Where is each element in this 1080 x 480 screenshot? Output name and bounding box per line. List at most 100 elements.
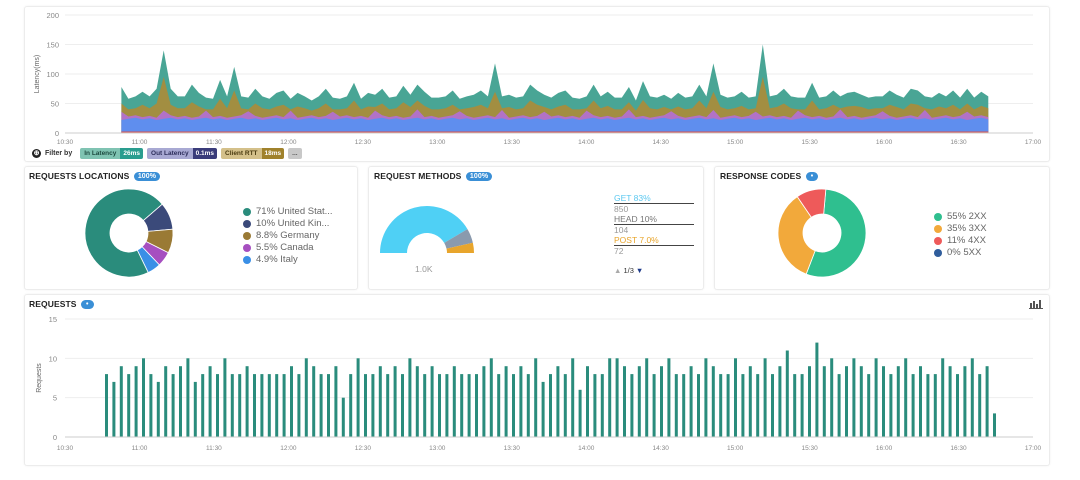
legend-label: 35% 3XX [947,223,987,234]
y-tick-label: 100 [46,70,59,79]
bar [319,374,323,437]
legend-label: 10% United Kin... [256,218,330,229]
filter-chip-in-latency[interactable]: In Latency 26ms [80,147,144,159]
bar [652,374,656,437]
chip-name: In Latency [80,147,121,159]
method-post-label[interactable]: POST 7.0% [614,235,694,246]
bar [275,374,279,437]
x-tick-label: 16:00 [876,139,893,146]
chip-name: Client RTT [221,147,262,159]
legend-item[interactable]: 5.5% Canada [243,242,333,254]
filter-chip-client-rtt[interactable]: Client RTT 18ms [221,147,285,159]
codes-donut-chart [777,188,867,278]
bar [378,366,382,437]
bar [933,374,937,437]
bar [948,366,952,437]
y-tick-label: 0 [53,433,57,442]
codes-badge[interactable]: • [805,172,819,181]
locations-badge[interactable]: 100% [133,172,161,181]
bar [571,358,575,437]
bar [497,374,501,437]
codes-title: RESPONSE CODES [720,171,802,181]
legend-item[interactable]: 8.8% Germany [243,230,333,242]
chip-value: 18ms [261,147,285,159]
bar [734,358,737,437]
chip-value: 26ms [120,147,144,159]
bar [519,366,523,437]
bar [297,374,301,437]
bar [482,366,486,437]
legend-item[interactable]: 35% 3XX [934,223,987,235]
bar [719,374,723,437]
bar [815,342,819,437]
bar [312,366,316,437]
bar [845,366,848,437]
bar [467,374,471,437]
methods-badge[interactable]: 100% [465,172,493,181]
bar [238,374,242,437]
bar [911,374,915,437]
bar [371,374,375,437]
bar [889,374,893,437]
filter-chip-out-latency[interactable]: Out Latency 0.1ms [147,147,218,159]
legend-dot [934,225,942,233]
bar [475,374,478,437]
x-tick-label: 10:30 [57,445,74,452]
method-get-label[interactable]: GET 83% [614,193,694,204]
panel-title: REQUESTS LOCATIONS 100% [29,171,161,181]
x-tick-label: 15:00 [727,445,744,452]
panel-title: REQUESTS • [29,299,94,309]
gauge-total-label: 1.0K [415,264,433,274]
bar [637,366,641,437]
pager-label: 1/3 [623,266,634,275]
bar [882,366,885,437]
bar [223,358,227,437]
bar [208,366,212,437]
bar [423,374,427,437]
legend-item[interactable]: 4.9% Italy [243,254,333,266]
legend-item[interactable]: 0% 5XX [934,247,987,259]
bar [386,374,390,437]
bar [549,374,552,437]
y-tick-label: 10 [49,354,57,363]
legend-item[interactable]: 71% United Stat... [243,206,333,218]
bar [164,366,168,437]
locations-legend: 71% United Stat... 10% United Kin... 8.8… [243,206,333,266]
bar [956,374,959,437]
requests-title: REQUESTS [29,299,77,309]
bar [852,358,856,437]
bar [941,358,945,437]
legend-label: 0% 5XX [947,247,982,258]
legend-item[interactable]: 55% 2XX [934,211,987,223]
chart-type-icon[interactable] [1029,299,1043,309]
y-tick-label: 150 [46,41,59,50]
pager-next-icon[interactable]: ▼ [635,266,644,275]
bar [563,374,567,437]
bar [970,358,974,437]
y-axis-label: Latency(ms) [34,55,41,94]
bar [808,366,811,437]
bar [867,374,871,437]
bar [216,374,219,437]
pager-prev-icon[interactable]: ▲ [614,266,622,275]
method-get-count: 850 [614,204,629,214]
filter-more-button[interactable]: ... [288,147,302,159]
bar [600,374,604,437]
legend-dot [243,256,251,264]
bar [660,366,663,437]
x-tick-label: 16:30 [950,139,967,146]
filter-icon[interactable]: ⊕ [32,148,41,158]
legend-item[interactable]: 10% United Kin... [243,218,333,230]
bar [430,366,434,437]
x-tick-label: 16:00 [876,445,893,452]
bar [401,374,404,437]
legend-item[interactable]: 11% 4XX [934,235,987,247]
requests-badge[interactable]: • [81,300,94,309]
series-area-base [121,117,989,133]
methods-pager: ▲ 1/3 ▼ [614,266,643,275]
bar [726,374,730,437]
legend-label: 11% 4XX [947,235,986,246]
x-tick-label: 10:30 [57,139,74,146]
method-head-label[interactable]: HEAD 10% [614,214,694,225]
bar [822,366,826,437]
